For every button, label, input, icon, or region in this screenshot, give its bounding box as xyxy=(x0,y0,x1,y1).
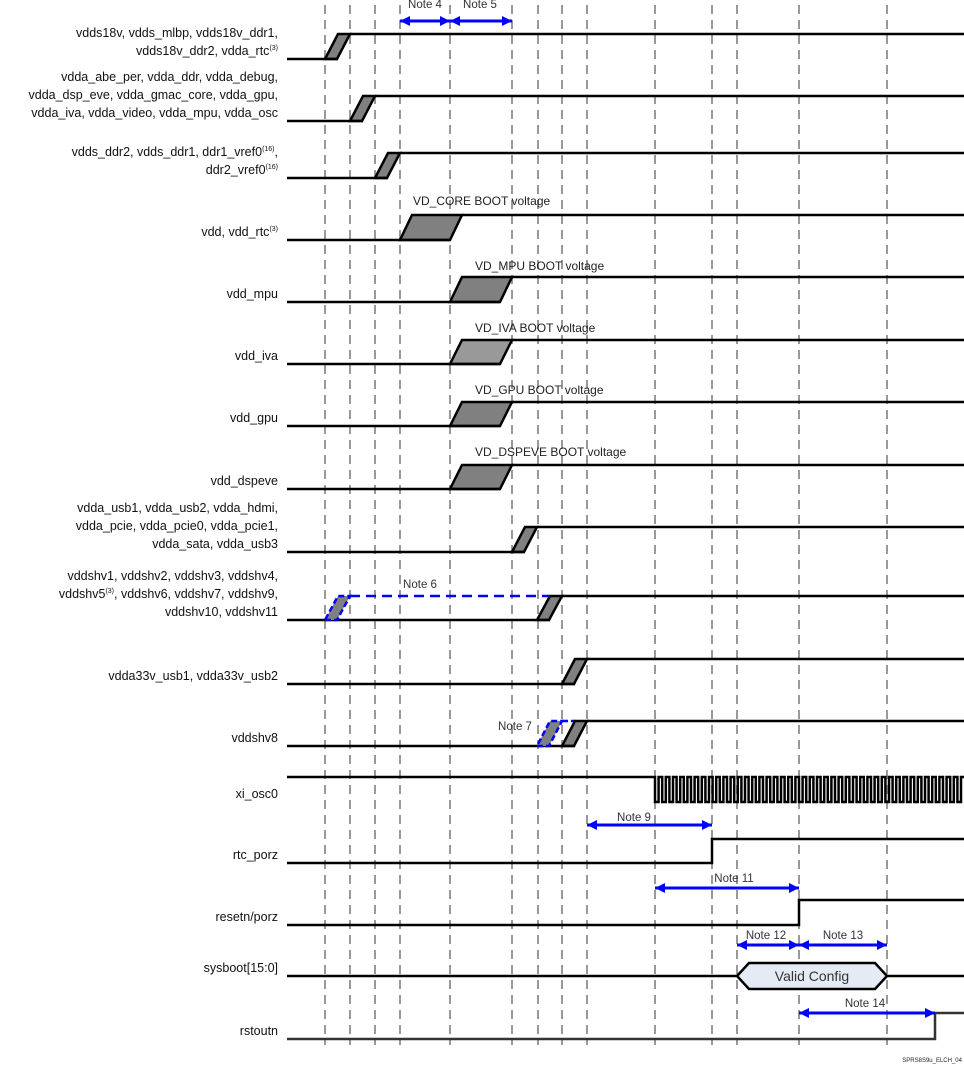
note-label: Note 4 xyxy=(408,0,442,11)
signal-label-text: vdda_pcie, vdda_pcie0, vdda_pcie1, xyxy=(76,519,278,533)
signal-label-text: vdd_gpu xyxy=(230,411,278,425)
signal-label: xi_osc0 xyxy=(236,787,278,801)
ramp xyxy=(398,213,464,242)
signal-label-text: vdd, vdd_rtc xyxy=(201,225,269,239)
signal-label-text: vddshv5 xyxy=(59,587,106,601)
signal-label-text: vdd_mpu xyxy=(227,287,278,301)
ramp xyxy=(534,594,565,622)
signal-label-text: vdds_ddr2, vdds_ddr1, ddr1_vref0 xyxy=(72,145,262,159)
signal-label: vddshv1, vddshv2, vddshv3, vddshv4, xyxy=(67,569,278,583)
signal-label-text: rtc_porz xyxy=(233,848,278,862)
signal-label: vddshv8 xyxy=(231,731,278,745)
alt-ramp xyxy=(322,594,353,622)
signal-label: vdda_sata, vdda_usb3 xyxy=(152,537,278,551)
signal-label: resetn/porz xyxy=(215,910,278,924)
voltage-level-label: VD_GPU BOOT voltage xyxy=(475,383,604,397)
ramp xyxy=(509,525,540,554)
voltage-level-label: VD_DSPEVE BOOT voltage xyxy=(475,445,627,459)
signal-label: vddshv10, vddshv11 xyxy=(165,605,278,619)
signal-label-text: vdd_dspeve xyxy=(211,474,278,488)
signal-step xyxy=(287,1011,964,1041)
signal-label: vdd, vdd_rtc(3) xyxy=(201,225,278,239)
signal-label: sysboot[15:0] xyxy=(204,961,278,975)
signal-label: ddr2_vref0(16) xyxy=(206,163,278,177)
figure-id: SPRS8S9u_ELCH_04 xyxy=(902,1058,962,1064)
bus-value: Valid Config xyxy=(775,968,849,984)
signal-label-text: vdd_iva xyxy=(235,349,278,363)
ramp xyxy=(347,94,378,123)
note-label: Note 7 xyxy=(498,721,532,733)
ramp xyxy=(447,338,515,366)
footnote-ref: (16) xyxy=(262,146,274,153)
signal-label: vdd_gpu xyxy=(230,411,278,425)
signal-label: vdds18v_ddr2, vdda_rtc(3) xyxy=(136,44,278,58)
signal-label-text: vdda_sata, vdda_usb3 xyxy=(152,537,278,551)
ramp xyxy=(372,151,403,180)
signal-label-text: xi_osc0 xyxy=(236,787,278,801)
signal-label-text: sysboot[15:0] xyxy=(204,961,278,975)
signal-label-text: vddshv10, vddshv11 xyxy=(165,605,278,619)
alt-ramp xyxy=(534,719,565,748)
ramp xyxy=(447,463,515,491)
signal-label: vdd_mpu xyxy=(227,287,278,301)
signal-label-text: vdda_iva, vdda_video, vdda_mpu, vdda_osc xyxy=(31,106,278,120)
signal-label: vdds18v, vdds_mlbp, vdds18v_ddr1, xyxy=(76,26,278,40)
signal-step xyxy=(287,837,964,865)
signal-label-text: vddshv1, vddshv2, vddshv3, vddshv4, xyxy=(67,569,278,583)
signal-label-text: vdds18v_ddr2, vdda_rtc xyxy=(136,44,269,58)
footnote-ref: (3) xyxy=(105,588,114,595)
signal-label: vdda_iva, vdda_video, vdda_mpu, vdda_osc xyxy=(31,106,278,120)
signal-label: vddshv5(3), vddshv6, vddshv7, vddshv9, xyxy=(59,587,278,601)
signal-label-text: vdda_abe_per, vdda_ddr, vdda_debug, xyxy=(61,70,278,84)
voltage-level-label: VD_IVA BOOT voltage xyxy=(475,321,596,335)
footnote-ref: (16) xyxy=(266,164,278,171)
note-label: Note 12 xyxy=(746,930,786,942)
note-label: Note 5 xyxy=(463,0,497,11)
signal-label: vdda33v_usb1, vdda33v_usb2 xyxy=(108,669,278,683)
signal-label-text: vdda33v_usb1, vdda33v_usb2 xyxy=(108,669,278,683)
signal-label-text: vdda_dsp_eve, vdda_gmac_core, vdda_gpu, xyxy=(29,88,279,102)
signal-label: rtc_porz xyxy=(233,848,278,862)
signal-label: vdda_usb1, vdda_usb2, vdda_hdmi, xyxy=(77,501,278,515)
footnote-ref: (3) xyxy=(269,45,278,52)
ramp xyxy=(559,719,590,748)
note-label: Note 13 xyxy=(823,930,863,942)
signal-label-text: resetn/porz xyxy=(215,910,278,924)
note-label: Note 9 xyxy=(617,812,651,824)
signal-label-text: rstoutn xyxy=(240,1024,278,1038)
ramp xyxy=(447,400,515,428)
signal-label: vdda_abe_per, vdda_ddr, vdda_debug, xyxy=(61,70,278,84)
signal-label: vdd_iva xyxy=(235,349,278,363)
signal-label-text: vdda_usb1, vdda_usb2, vdda_hdmi, xyxy=(77,501,278,515)
ramp xyxy=(559,657,590,686)
footnote-ref: (3) xyxy=(269,226,278,233)
bus-valid-region xyxy=(735,961,889,991)
signal-label-text: ddr2_vref0 xyxy=(206,163,266,177)
signal-label-text: vddshv8 xyxy=(231,731,278,745)
clock-waveform xyxy=(287,775,964,804)
note-label: Note 14 xyxy=(845,998,886,1010)
signal-label: vdda_dsp_eve, vdda_gmac_core, vdda_gpu, xyxy=(29,88,279,102)
signal-label: vdd_dspeve xyxy=(211,474,278,488)
signal-label: vdds_ddr2, vdds_ddr1, ddr1_vref0(16), xyxy=(72,145,278,159)
note-label: Note 11 xyxy=(714,873,753,885)
signal-label: vdda_pcie, vdda_pcie0, vdda_pcie1, xyxy=(76,519,278,533)
ramp xyxy=(448,275,514,304)
voltage-level-label: VD_MPU BOOT voltage xyxy=(475,259,604,273)
signal-step xyxy=(287,898,964,927)
note-label: Note 6 xyxy=(403,579,437,591)
signal-label-text: , vddshv6, vddshv7, vddshv9, xyxy=(114,587,278,601)
signal-label-text: , xyxy=(275,145,278,159)
voltage-level-label: VD_CORE BOOT voltage xyxy=(413,194,550,208)
ramp xyxy=(322,32,353,61)
signal-label-text: vdds18v, vdds_mlbp, vdds18v_ddr1, xyxy=(76,26,278,40)
signal-label: rstoutn xyxy=(240,1024,278,1038)
